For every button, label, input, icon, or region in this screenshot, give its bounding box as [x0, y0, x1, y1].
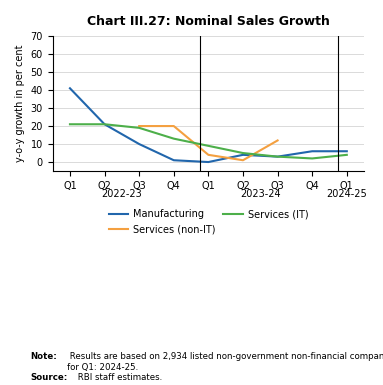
Legend: Manufacturing, Services (non-IT), Services (IT): Manufacturing, Services (non-IT), Servic…: [105, 206, 312, 238]
Y-axis label: y-o-y growth in per cent: y-o-y growth in per cent: [15, 45, 25, 162]
Title: Chart III.27: Nominal Sales Growth: Chart III.27: Nominal Sales Growth: [87, 15, 330, 28]
Text: Source:: Source:: [31, 373, 68, 382]
Text: 2023-24: 2023-24: [240, 189, 281, 199]
Text: Results are based on 2,934 listed non-government non-financial companies
for Q1:: Results are based on 2,934 listed non-go…: [67, 352, 383, 372]
Text: Note:: Note:: [31, 352, 57, 361]
Text: 2024-25: 2024-25: [326, 189, 367, 199]
Text: 2022-23: 2022-23: [101, 189, 142, 199]
Text: RBI staff estimates.: RBI staff estimates.: [75, 373, 162, 382]
